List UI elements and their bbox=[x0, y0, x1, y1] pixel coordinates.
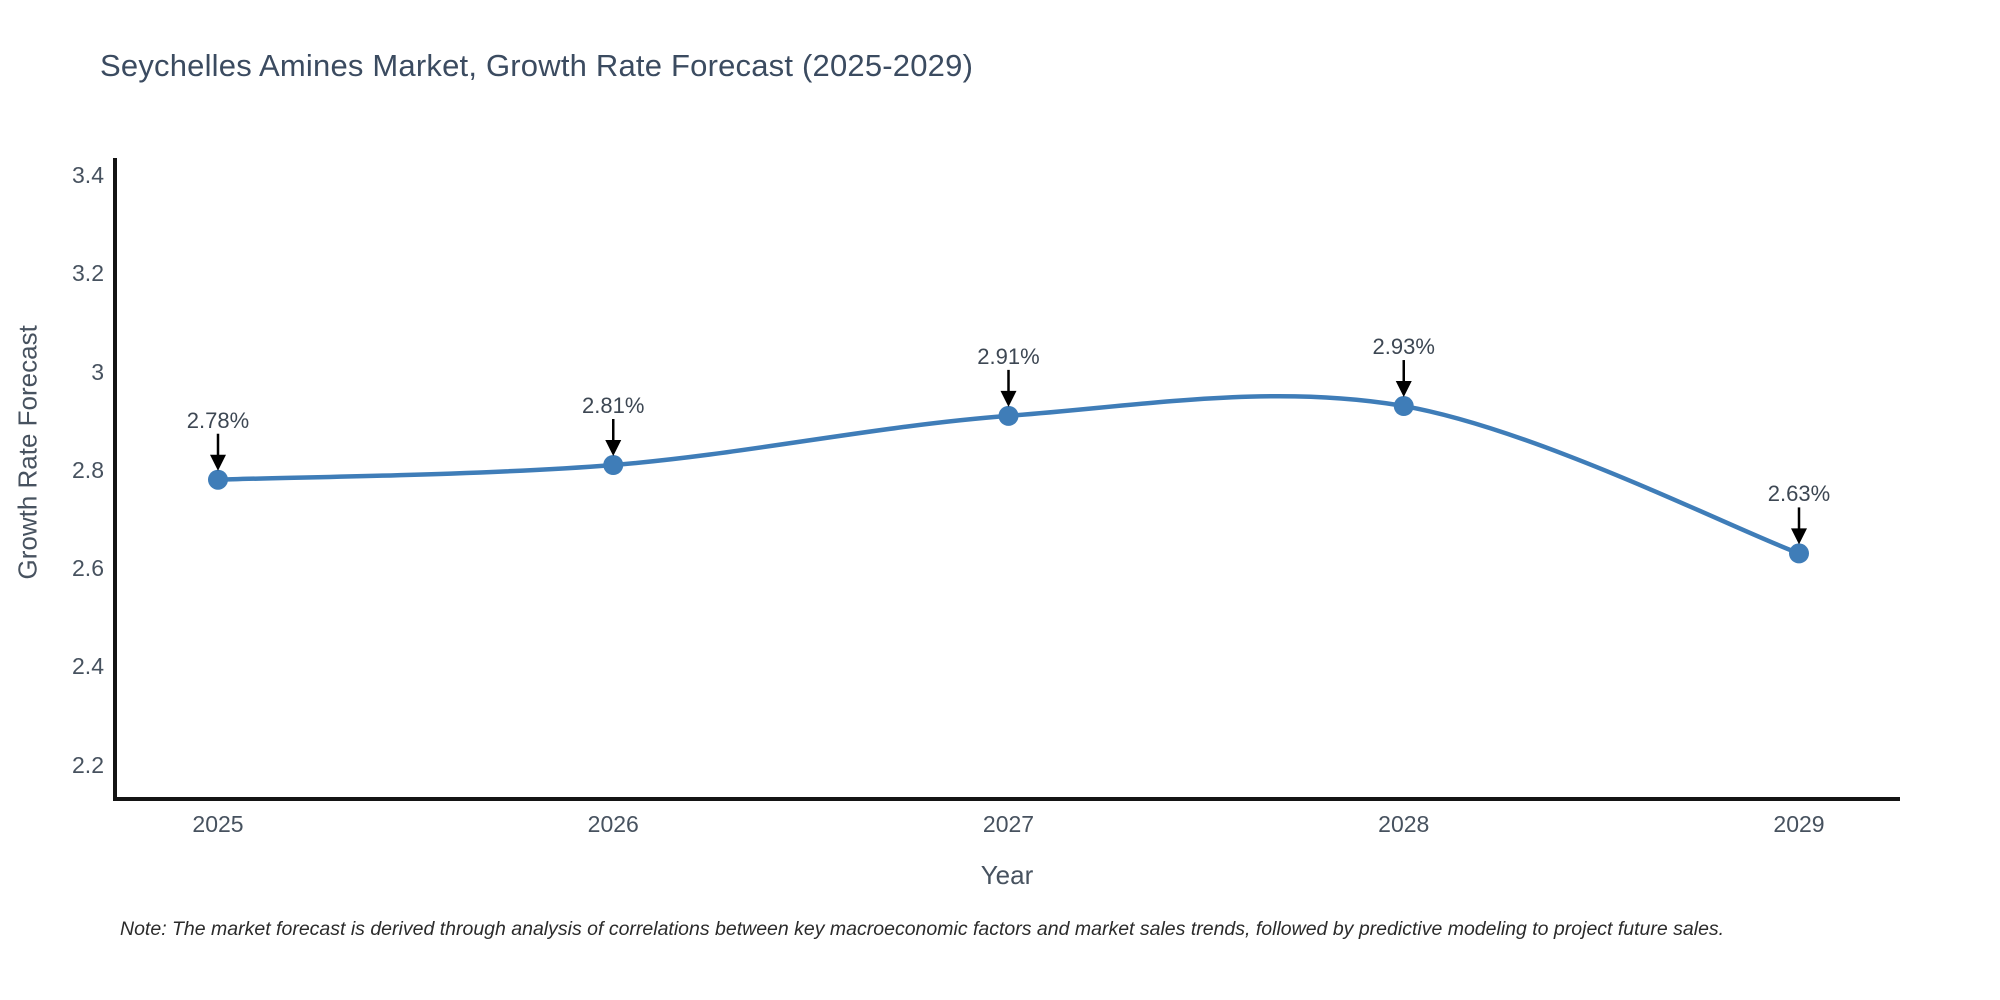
point-annotation: 2.78% bbox=[186, 407, 250, 433]
annotation-arrow-icon bbox=[1395, 381, 1412, 398]
y-tick-label: 2.4 bbox=[72, 653, 104, 680]
y-tick-label: 3 bbox=[91, 358, 104, 385]
x-tick-label: 2027 bbox=[982, 811, 1035, 837]
point-annotation: 2.63% bbox=[1767, 481, 1831, 507]
point-annotation: 2.93% bbox=[1372, 334, 1435, 360]
x-axis-label: Year bbox=[980, 860, 1034, 890]
annotation-arrow-icon bbox=[210, 454, 226, 471]
point-annotation: 2.91% bbox=[977, 343, 1040, 369]
data-point-marker[interactable] bbox=[998, 405, 1019, 426]
x-tick-label: 2025 bbox=[192, 811, 244, 837]
annotation-arrow-icon bbox=[605, 439, 622, 456]
data-point-marker[interactable] bbox=[603, 454, 624, 475]
chart-title: Seychelles Amines Market, Growth Rate Fo… bbox=[100, 48, 974, 83]
x-tick-label: 2026 bbox=[587, 811, 639, 837]
y-tick-label: 3.4 bbox=[72, 162, 104, 189]
data-point-marker[interactable] bbox=[1789, 543, 1809, 564]
data-point-marker[interactable] bbox=[208, 469, 228, 490]
point-annotation: 2.81% bbox=[582, 392, 645, 418]
y-tick-label: 3.2 bbox=[72, 260, 104, 287]
annotation-arrow-icon bbox=[1000, 390, 1017, 407]
y-tick-label: 2.2 bbox=[72, 751, 104, 778]
annotation-arrow-icon bbox=[1791, 528, 1807, 545]
data-point-marker[interactable] bbox=[1393, 396, 1414, 417]
y-tick-label: 2.6 bbox=[72, 555, 104, 582]
x-tick-label: 2029 bbox=[1773, 811, 1825, 837]
footnote: Note: The market forecast is derived thr… bbox=[120, 918, 1725, 940]
x-tick-label: 2028 bbox=[1378, 811, 1430, 837]
y-tick-label: 2.8 bbox=[72, 456, 104, 483]
